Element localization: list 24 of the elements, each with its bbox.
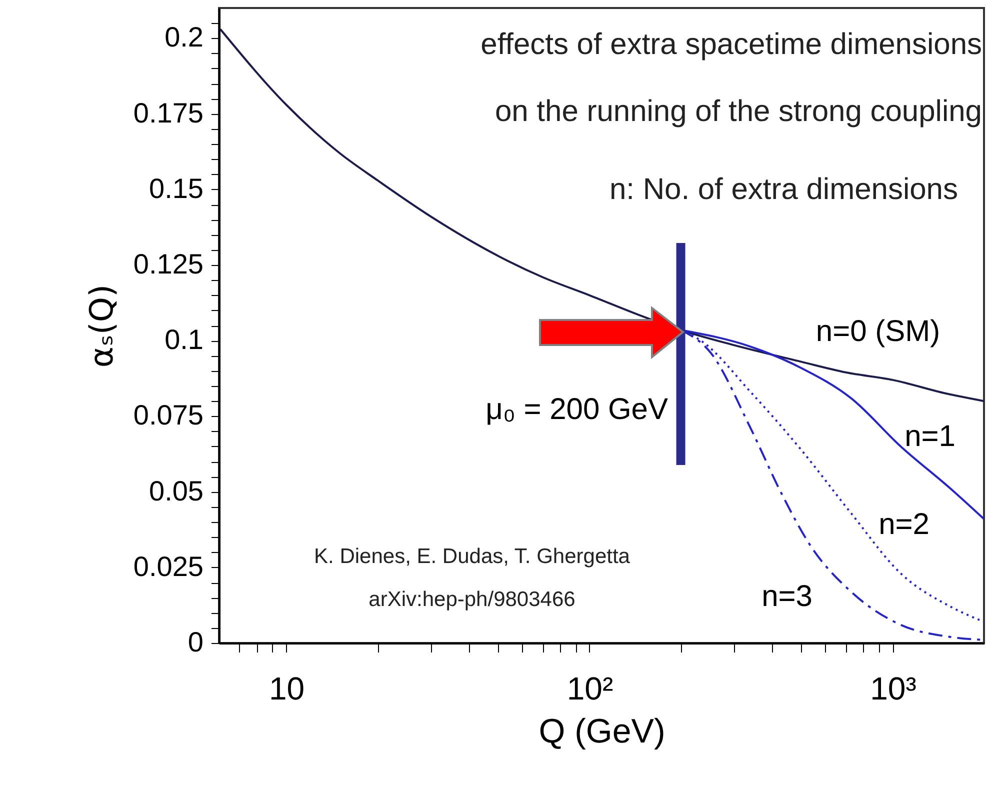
ref-line-label: μ₀ = 200 GeV (486, 393, 668, 426)
annotation: arXiv:hep-ph/9803466 (368, 588, 576, 611)
y-tick-label: 0.125 (133, 248, 204, 280)
y-axis-title: αₛ(Q) (82, 284, 120, 368)
x-tick-label: 10² (566, 670, 614, 706)
y-tick-label: 0.175 (133, 97, 204, 128)
x-tick-label: 10 (268, 670, 305, 706)
annotation: effects of extra spacetime dimensions (480, 28, 982, 61)
y-tick-label: 0.075 (133, 400, 204, 431)
series-label: n=0 (SM) (816, 315, 940, 348)
y-tick-label: 0.15 (149, 172, 204, 204)
annotation: on the running of the strong coupling (494, 95, 982, 128)
annotation: K. Dienes, E. Dudas, T. Ghergetta (314, 545, 630, 568)
y-tick-label: 0 (188, 626, 204, 658)
x-tick-label: 10³ (870, 670, 917, 706)
y-tick-label: 0.05 (149, 475, 204, 506)
x-axis-title: Q (GeV) (538, 712, 666, 750)
series-label: n=1 (904, 420, 956, 453)
series-label: n=3 (762, 580, 812, 613)
y-tick-label: 0.1 (164, 324, 204, 356)
y-tick-label: 0.2 (164, 22, 204, 53)
annotation: n: No. of extra dimensions (609, 173, 958, 206)
series-label: n=2 (878, 508, 930, 541)
y-tick-label: 0.025 (133, 550, 204, 582)
